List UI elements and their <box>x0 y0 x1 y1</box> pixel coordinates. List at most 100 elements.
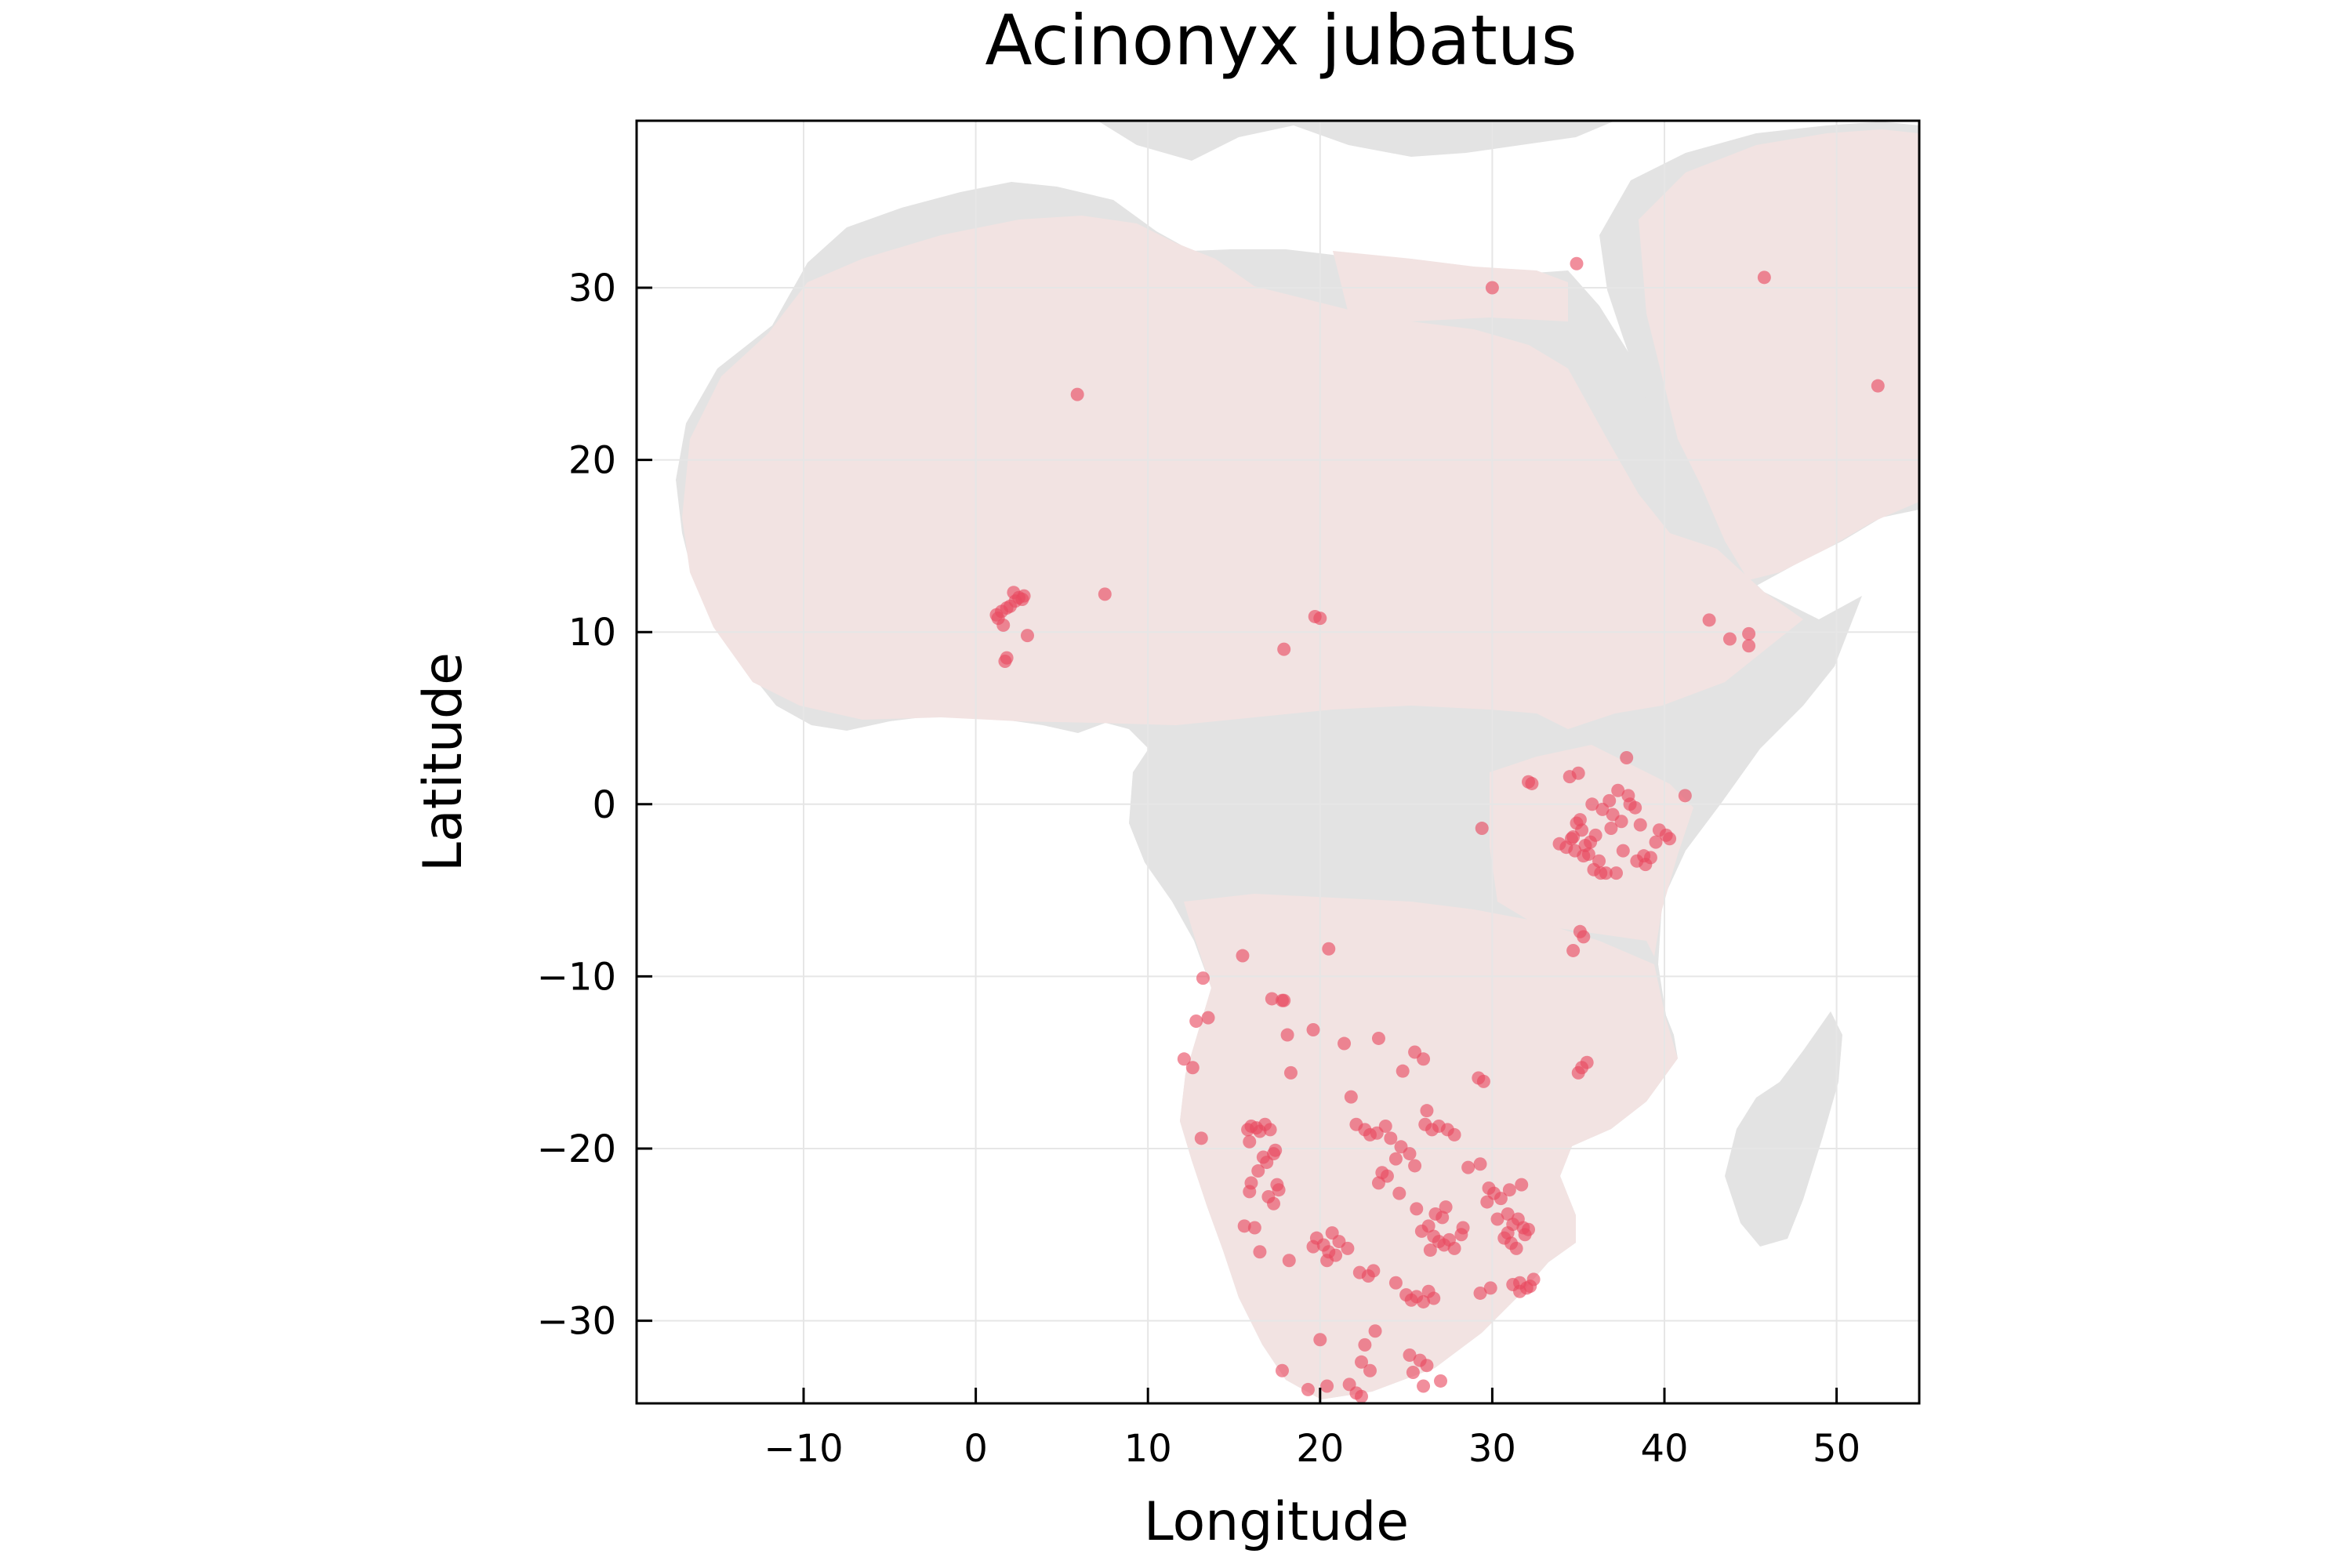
observation-point <box>1501 1226 1515 1240</box>
observation-point <box>1358 1338 1372 1352</box>
observation-point <box>1406 1365 1420 1379</box>
observation-point <box>1649 835 1663 849</box>
observation-point <box>1502 1183 1516 1197</box>
observation-point <box>1509 1241 1523 1255</box>
observation-point <box>1585 797 1599 811</box>
observation-point <box>1392 1186 1406 1200</box>
observation-point <box>1338 1036 1352 1051</box>
observation-point <box>1871 379 1885 393</box>
southern-europe <box>815 121 1615 161</box>
observation-point <box>1616 844 1630 858</box>
observation-point <box>1678 789 1692 803</box>
observation-point <box>996 618 1011 632</box>
observation-point <box>1417 1294 1431 1308</box>
observation-point <box>1494 1192 1508 1206</box>
observation-point <box>1251 1164 1265 1178</box>
observation-point <box>1408 1159 1422 1173</box>
observation-point <box>1320 1379 1334 1393</box>
observation-point <box>1320 1254 1334 1268</box>
observation-point <box>1313 1333 1327 1347</box>
observation-point <box>1368 1324 1382 1338</box>
y-tick-label: 30 <box>568 267 616 310</box>
observation-point <box>1482 1181 1496 1196</box>
observation-point <box>1322 942 1336 956</box>
observation-point <box>1301 1382 1315 1396</box>
observation-point <box>1571 1065 1585 1080</box>
y-axis-ticks: −30 −20 −10 0 10 20 30 <box>537 267 652 1344</box>
observation-point <box>1577 849 1591 863</box>
observation-point <box>1475 822 1489 836</box>
observation-point <box>1420 1104 1434 1118</box>
observation-point <box>1614 815 1628 829</box>
observation-point <box>1306 1022 1320 1036</box>
observation-point <box>1633 818 1647 832</box>
range-southern-africa <box>1180 894 1678 1399</box>
observation-point <box>1247 1221 1261 1235</box>
observation-point <box>1663 832 1677 846</box>
observation-point <box>1325 1226 1339 1240</box>
observation-point <box>1584 835 1598 849</box>
observation-point <box>1283 1065 1298 1080</box>
x-axis-ticks: −10 0 10 20 30 40 50 <box>764 1388 1860 1471</box>
observation-point <box>1436 1210 1450 1225</box>
observation-point <box>1388 1276 1403 1290</box>
observation-point <box>1434 1374 1448 1388</box>
observation-point <box>1573 813 1587 827</box>
observation-point <box>1313 612 1327 626</box>
observation-point <box>1236 949 1250 963</box>
observation-point <box>1363 1363 1377 1377</box>
observation-point <box>1355 1355 1369 1369</box>
observation-point <box>1277 642 1291 656</box>
x-tick-label: 10 <box>1124 1427 1172 1471</box>
observation-point <box>1623 797 1637 811</box>
y-tick-label: −10 <box>537 955 616 999</box>
madagascar <box>1725 1011 1842 1247</box>
observation-point <box>1485 281 1499 295</box>
observation-point <box>1237 1219 1251 1233</box>
observation-point <box>1702 613 1716 627</box>
observation-point <box>1447 1127 1461 1142</box>
observation-point <box>1000 651 1014 665</box>
observation-point <box>1513 1284 1527 1298</box>
observation-point <box>1610 866 1624 880</box>
observation-point <box>1515 1178 1529 1192</box>
observation-point <box>1414 1224 1428 1238</box>
observation-point <box>1378 1119 1392 1133</box>
observation-point <box>1577 930 1591 944</box>
observation-point <box>1267 1147 1281 1161</box>
observation-point <box>1306 1240 1320 1254</box>
y-tick-label: −30 <box>537 1300 616 1344</box>
observation-point <box>1611 783 1625 797</box>
observation-point <box>1566 943 1581 957</box>
observation-point <box>1722 632 1737 646</box>
observation-point <box>1371 1031 1385 1045</box>
observation-point <box>1423 1243 1437 1258</box>
observation-point <box>1427 1291 1441 1305</box>
observation-point <box>1344 1090 1358 1104</box>
observation-point <box>1403 1348 1417 1363</box>
observation-point <box>1604 822 1618 836</box>
observation-point <box>1447 1241 1461 1255</box>
observation-point <box>1243 1185 1257 1199</box>
observation-point <box>1522 1222 1536 1236</box>
observation-point <box>1267 1196 1281 1210</box>
range-arabia <box>1639 129 1919 580</box>
y-tick-label: −20 <box>537 1127 616 1171</box>
x-tick-label: −10 <box>764 1427 843 1471</box>
observation-point <box>1194 1131 1208 1145</box>
observation-point <box>1525 776 1539 790</box>
observation-point <box>1439 1200 1453 1214</box>
observation-point <box>1757 270 1771 285</box>
observation-point <box>1417 1052 1431 1066</box>
observation-points <box>989 256 1885 1403</box>
observation-point <box>1384 1131 1398 1145</box>
x-tick-label: 40 <box>1640 1427 1688 1471</box>
observation-point <box>1189 1014 1203 1028</box>
observation-point <box>1263 1123 1277 1137</box>
observation-point <box>1177 1052 1191 1066</box>
observation-point <box>1566 830 1581 844</box>
observation-point <box>1020 629 1034 643</box>
y-tick-label: 10 <box>568 611 616 655</box>
observation-point <box>1742 626 1756 641</box>
y-tick-label: 20 <box>568 439 616 483</box>
